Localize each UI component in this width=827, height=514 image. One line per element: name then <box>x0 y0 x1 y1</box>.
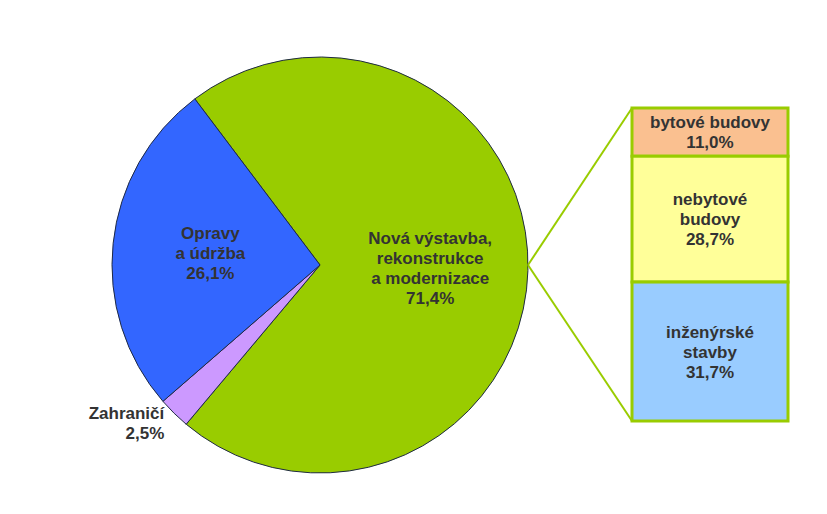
pie-labels: Nová výstavba,rekonstrukcea modernizace7… <box>89 224 492 443</box>
connector-line <box>528 265 632 421</box>
pie-slice-label: Nová výstavba,rekonstrukcea modernizace <box>368 229 492 288</box>
pie-slice-label-line: Zahraničí <box>89 404 166 423</box>
connector-lines <box>528 108 632 421</box>
bar-segment-label: inženýrskéstavby <box>666 323 754 362</box>
pie <box>112 57 528 473</box>
bar-segment-label-line: bytové budovy <box>650 113 771 132</box>
connector-line <box>528 108 632 265</box>
pie-slice-label-line: Opravy <box>181 224 240 243</box>
bar-segment-label: bytové budovy <box>650 113 771 132</box>
pie-slice-label-line: a modernizace <box>371 269 489 288</box>
bar-segment <box>632 156 788 282</box>
bar-segment-label-line: inženýrské <box>666 323 754 342</box>
bar-segment-label-line: budovy <box>680 210 741 229</box>
bar-segment-label-line: stavby <box>683 343 737 362</box>
stacked-bar <box>632 108 788 421</box>
background <box>0 0 827 514</box>
pie-slice-label-line: rekonstrukce <box>377 249 484 268</box>
bar-segment-value-label: 28,7% <box>686 230 734 249</box>
pie-slice-label-line: a údržba <box>175 244 245 263</box>
stacked-bar-labels: bytové budovy11,0% nebytovébudovy28,7% inž… <box>650 113 771 381</box>
pie-slice-label-line: Nová výstavba, <box>368 229 492 248</box>
bar-segment-value-label: 31,7% <box>686 363 734 382</box>
pie-slice-value-label: 71,4% <box>406 289 454 308</box>
bar-segment <box>632 282 788 421</box>
chart-container: Nová výstavba,rekonstrukcea modernizace7… <box>0 0 827 514</box>
bar-segment-value-label: 11,0% <box>686 133 733 152</box>
pie-slice <box>112 99 320 401</box>
pie-slice-label: Opravya údržba <box>175 224 245 263</box>
pie-slice-label: Zahraničí <box>89 404 166 423</box>
pie-slice-value-label: 2,5% <box>126 424 165 443</box>
pie-slice-value-label: 26,1% <box>186 264 234 283</box>
bar-segment-label: nebytovébudovy <box>673 190 748 229</box>
chart-svg: Nová výstavba,rekonstrukcea modernizace7… <box>0 0 827 514</box>
bar-segment <box>632 108 788 156</box>
bar-segment-label-line: nebytové <box>673 190 748 209</box>
